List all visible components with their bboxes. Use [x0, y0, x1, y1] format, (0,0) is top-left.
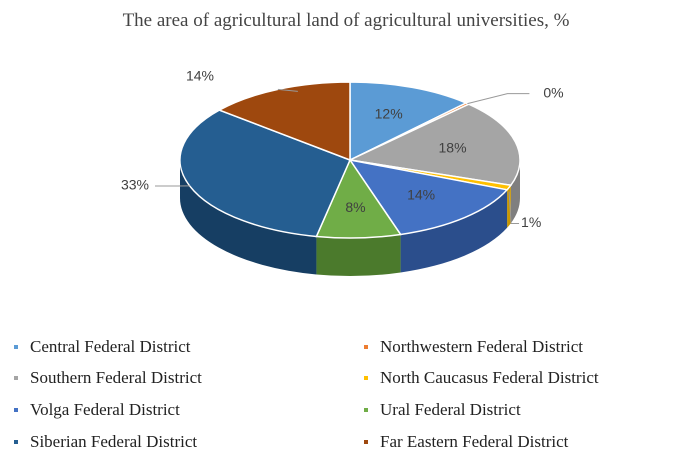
pie-slices: [179, 81, 521, 239]
pie-side-2: [510, 160, 520, 224]
leader-line-7: [277, 88, 298, 92]
data-label-2: 18%: [439, 139, 467, 155]
data-labels: 12% 18% 14% 8% 0% 1% 33% 14%: [121, 68, 564, 231]
data-label-1: 0%: [543, 84, 563, 100]
data-label-7: 14%: [186, 68, 214, 84]
leader-line-1: [467, 93, 530, 105]
pie-slice-6: [179, 109, 352, 238]
data-label-0: 12%: [375, 106, 403, 122]
pie-slice-0: [349, 81, 468, 162]
data-label-4: 14%: [407, 186, 435, 202]
pie-side-6: [180, 160, 317, 275]
pie-side-3: [507, 185, 511, 228]
data-label-3: 1%: [521, 214, 541, 230]
data-label-6: 33%: [121, 177, 149, 193]
data-label-5: 8%: [345, 199, 365, 215]
chart-title: The area of agricultural land of agricul…: [122, 10, 570, 31]
pie-slice-2: [347, 103, 521, 187]
pie-side-5: [316, 234, 401, 276]
leader-line-3: [508, 191, 520, 225]
pie-slice-4: [348, 158, 509, 236]
